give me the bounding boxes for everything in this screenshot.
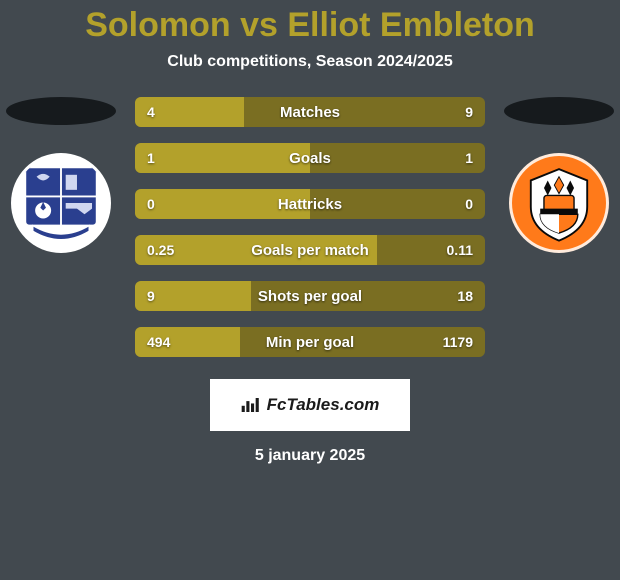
- stat-right-value: 1: [465, 150, 473, 166]
- subtitle: Club competitions, Season 2024/2025: [0, 53, 620, 71]
- stat-label: Matches: [280, 104, 340, 121]
- player-shadow-right: [504, 97, 614, 125]
- stat-fill: [135, 143, 310, 173]
- stat-right-value: 0: [465, 196, 473, 212]
- tranmere-rovers-badge-icon: [11, 153, 111, 253]
- brand-box: FcTables.com: [210, 379, 410, 431]
- stat-left-value: 9: [147, 288, 155, 304]
- left-player-col: [1, 97, 121, 253]
- bar-chart-icon: [241, 398, 261, 412]
- brand-text: FcTables.com: [267, 395, 380, 415]
- stat-label: Goals: [289, 150, 331, 167]
- comparison-infographic: Solomon vs Elliot Embleton Club competit…: [0, 0, 620, 580]
- blackpool-badge-icon: [509, 153, 609, 253]
- stat-row: 4 Matches 9: [135, 97, 485, 127]
- stat-row: 0.25 Goals per match 0.11: [135, 235, 485, 265]
- stat-label: Goals per match: [251, 242, 369, 259]
- stat-row: 9 Shots per goal 18: [135, 281, 485, 311]
- date-text: 5 january 2025: [0, 447, 620, 465]
- stat-right-value: 9: [465, 104, 473, 120]
- stat-left-value: 1: [147, 150, 155, 166]
- right-player-col: [499, 97, 619, 253]
- player-shadow-left: [6, 97, 116, 125]
- stat-label: Shots per goal: [258, 288, 362, 305]
- stats-column: 4 Matches 9 1 Goals 1 0 Hattricks 0 0.25 Goals per…: [135, 97, 485, 357]
- stat-right-value: 1179: [443, 334, 473, 350]
- stat-right-value: 18: [457, 288, 473, 304]
- stat-row: 494 Min per goal 1179: [135, 327, 485, 357]
- stat-row: 1 Goals 1: [135, 143, 485, 173]
- stat-left-value: 0.25: [147, 242, 174, 258]
- content-row: 4 Matches 9 1 Goals 1 0 Hattricks 0 0.25 Goals per…: [0, 97, 620, 357]
- stat-row: 0 Hattricks 0: [135, 189, 485, 219]
- stat-right-value: 0.11: [447, 242, 473, 258]
- stat-label: Min per goal: [266, 334, 354, 351]
- stat-left-value: 494: [147, 334, 170, 350]
- stat-left-value: 0: [147, 196, 155, 212]
- stat-label: Hattricks: [278, 196, 342, 213]
- page-title: Solomon vs Elliot Embleton: [0, 0, 620, 45]
- stat-left-value: 4: [147, 104, 155, 120]
